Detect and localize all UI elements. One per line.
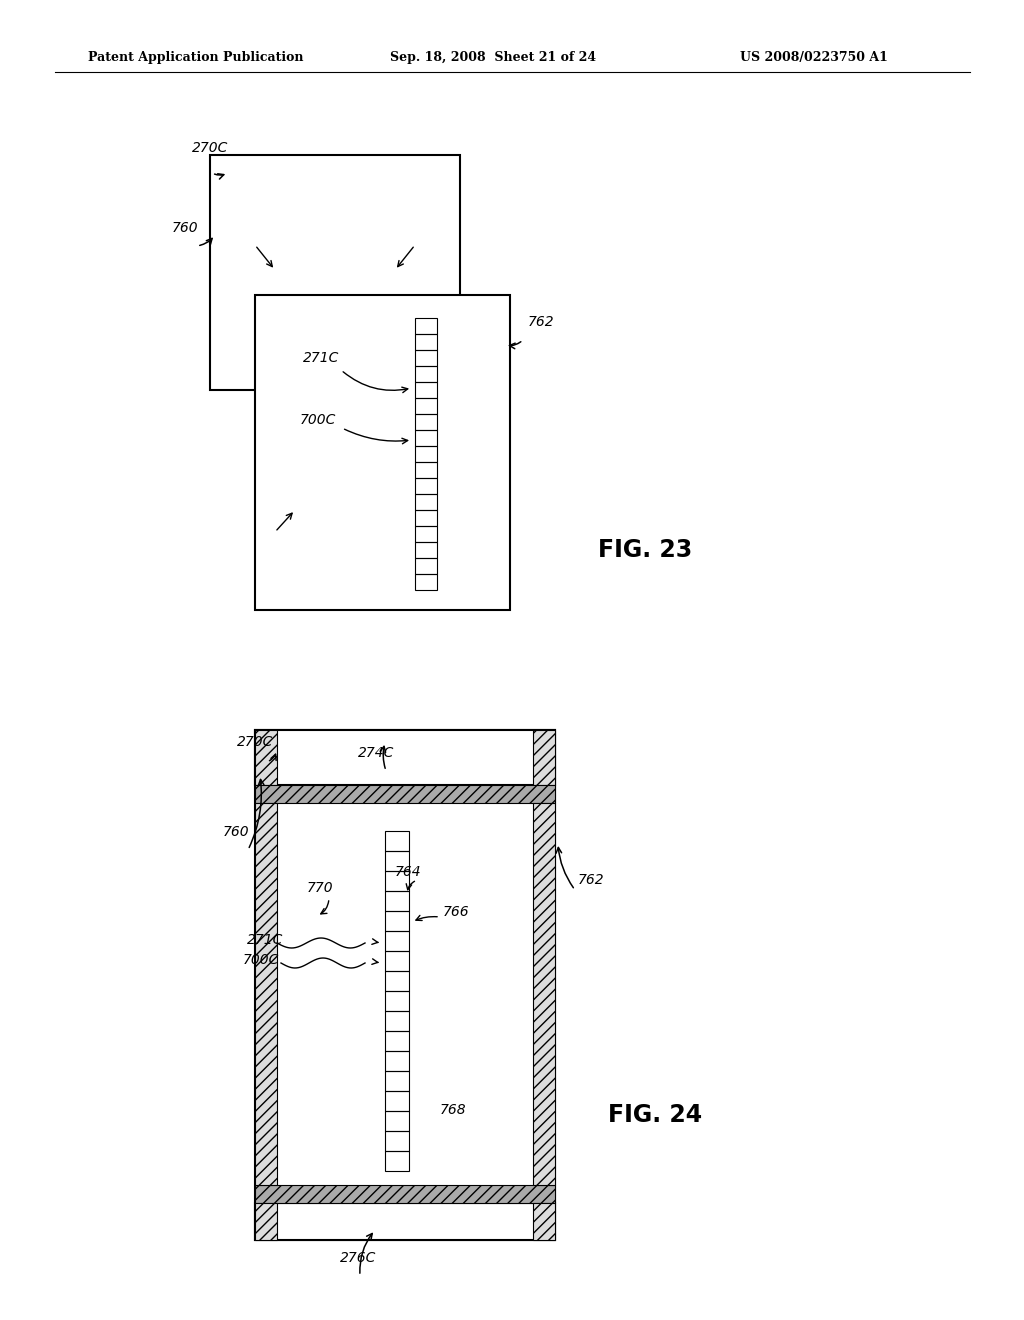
- Text: FIG. 24: FIG. 24: [608, 1104, 702, 1127]
- Text: FIG. 23: FIG. 23: [598, 539, 692, 562]
- Text: 768: 768: [440, 1104, 467, 1117]
- Text: 276C: 276C: [340, 1251, 377, 1265]
- Polygon shape: [255, 730, 278, 785]
- Text: US 2008/0223750 A1: US 2008/0223750 A1: [740, 50, 888, 63]
- Text: 271C: 271C: [303, 351, 339, 366]
- Polygon shape: [255, 1203, 555, 1239]
- Text: 764: 764: [395, 865, 422, 879]
- Text: 760: 760: [223, 825, 250, 840]
- Polygon shape: [534, 803, 555, 1185]
- Polygon shape: [255, 730, 555, 1239]
- Polygon shape: [255, 294, 510, 610]
- Polygon shape: [278, 803, 534, 1185]
- Polygon shape: [534, 1203, 555, 1239]
- Text: 762: 762: [528, 315, 555, 329]
- Text: Patent Application Publication: Patent Application Publication: [88, 50, 303, 63]
- Polygon shape: [534, 730, 555, 785]
- Text: 770: 770: [307, 880, 334, 895]
- Polygon shape: [255, 803, 278, 1185]
- Polygon shape: [255, 1203, 278, 1239]
- Text: 270C: 270C: [237, 735, 273, 748]
- Text: 766: 766: [443, 906, 470, 919]
- Text: 760: 760: [172, 220, 199, 235]
- Text: Sep. 18, 2008  Sheet 21 of 24: Sep. 18, 2008 Sheet 21 of 24: [390, 50, 596, 63]
- Text: 270C: 270C: [193, 141, 228, 154]
- Polygon shape: [210, 154, 460, 389]
- Polygon shape: [255, 1185, 555, 1203]
- Text: 700C: 700C: [300, 413, 336, 426]
- Polygon shape: [255, 730, 555, 785]
- Text: 274C: 274C: [358, 746, 394, 760]
- Text: 271C: 271C: [247, 933, 284, 946]
- Polygon shape: [255, 785, 555, 803]
- Text: 700C: 700C: [243, 953, 280, 968]
- Text: 762: 762: [578, 873, 604, 887]
